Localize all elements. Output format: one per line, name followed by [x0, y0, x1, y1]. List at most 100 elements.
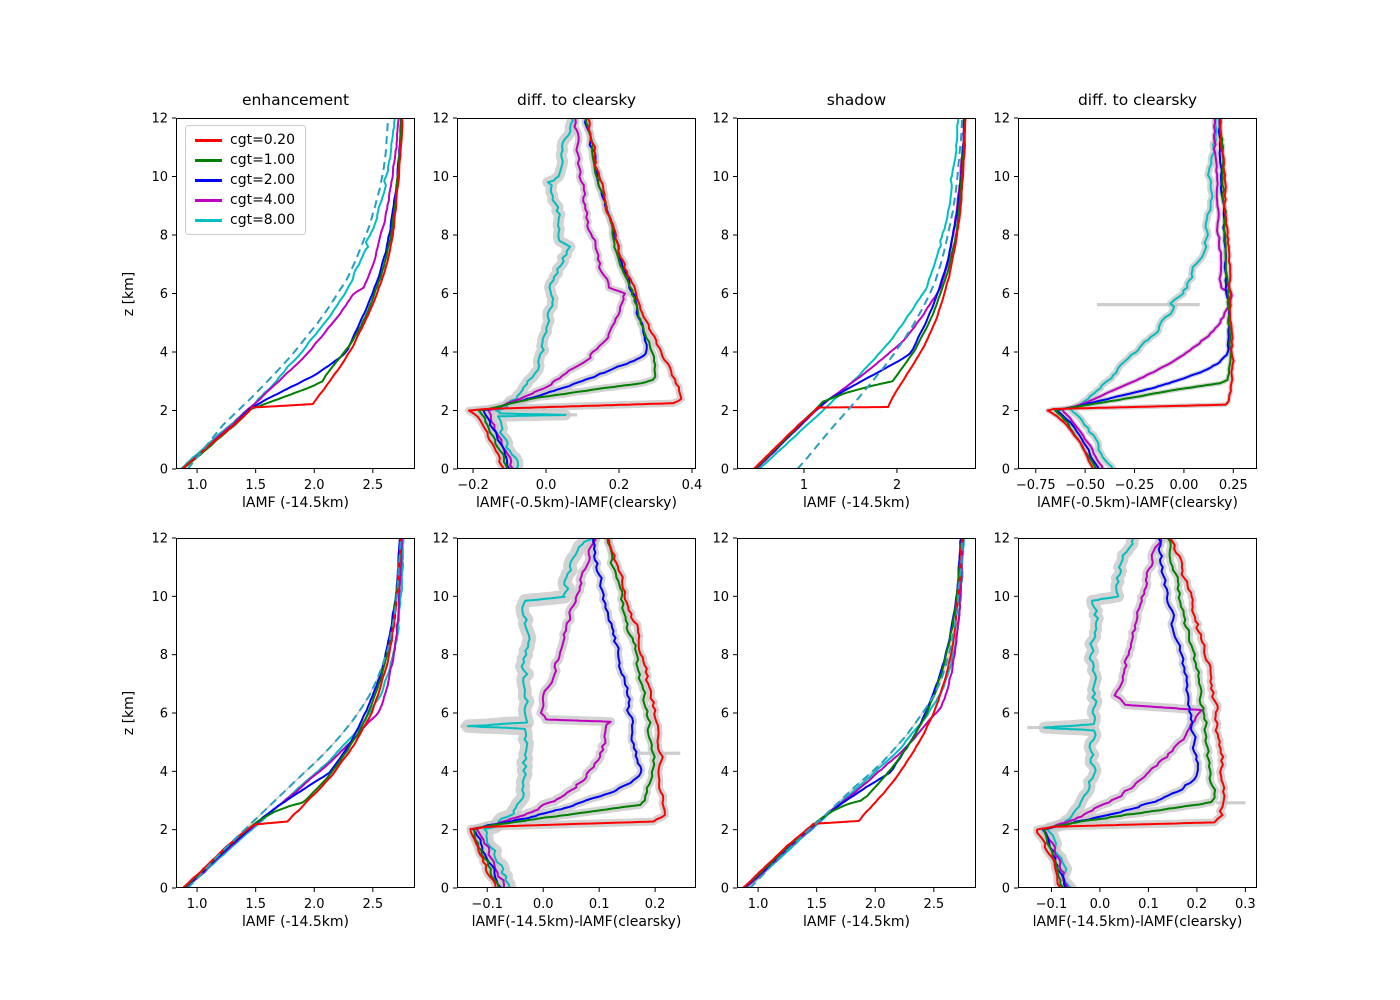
series-line-cgt=1.00	[182, 538, 402, 888]
subplot-shadow-bottom: lAMF (-14.5km) 1.0 1.5 2.0 2.5 0 2 4 6 8 10 12	[712, 532, 976, 930]
series-group	[465, 118, 685, 469]
x-axis-label: lAMF(-14.5km)-lAMF(clearsky)	[471, 914, 682, 930]
subplot-enhancement-top: enhancement z [km] lAMF (-14.5km) 1.0 1.5…	[121, 91, 415, 511]
x-tick-label: 1.5	[245, 897, 266, 912]
y-tick-label: 10	[432, 590, 449, 605]
y-tick-label: 8	[721, 648, 729, 663]
x-tick-label: 0.0	[1090, 897, 1111, 912]
y-tick-label: 0	[441, 882, 449, 897]
axes-frame	[457, 538, 696, 888]
x-tick-label: −0.1	[471, 897, 503, 912]
series-group	[742, 538, 966, 888]
legend-item: cgt=1.00	[195, 152, 295, 168]
y-tick-label: 0	[160, 882, 168, 897]
y-tick-label: 8	[721, 229, 729, 244]
plot-area: −0.2 0.0 0.2 0.4 0 2 4 6 8 10 12	[432, 112, 702, 494]
legend-label: cgt=4.00	[230, 192, 295, 208]
y-tick-label: 10	[151, 590, 168, 605]
series-line-cgt=0.20	[467, 118, 683, 469]
series-line-cgt=2.00	[754, 118, 965, 469]
y-tick-label: 10	[993, 170, 1010, 185]
series-line-cgt=8.00	[1069, 118, 1218, 469]
legend-item: cgt=8.00	[195, 212, 295, 228]
x-axis-label: lAMF(-14.5km)-lAMF(clearsky)	[1032, 914, 1243, 930]
y-tick-label: 0	[441, 463, 449, 478]
error-band	[745, 538, 966, 888]
x-tick-label: 0.2	[609, 478, 630, 493]
y-tick-label: 2	[721, 823, 729, 838]
y-tick-label: 8	[441, 648, 449, 663]
subplot-enhancement-bottom: z [km] lAMF (-14.5km) 1.0 1.5 2.0 2.5 0 2 4 6 8 1…	[121, 532, 415, 930]
y-tick-label: 2	[441, 404, 449, 419]
y-tick-label: 4	[1002, 346, 1010, 361]
y-tick-label: 8	[160, 229, 168, 244]
x-tick-label: −0.50	[1065, 478, 1105, 493]
x-tick-label: 1.0	[187, 478, 208, 493]
y-tick-label: 4	[160, 765, 168, 780]
y-tick-label: 2	[160, 823, 168, 838]
error-band	[749, 538, 963, 888]
axes-frame	[1018, 538, 1257, 888]
series-group	[180, 118, 404, 469]
y-tick-label: 8	[441, 229, 449, 244]
legend-line-swatch	[195, 138, 222, 142]
subplot-shadow-top: shadow lAMF (-14.5km) 1 2 0 2 4 6 8 10 12	[712, 91, 976, 511]
axes-frame	[457, 118, 696, 469]
y-tick-label: 10	[993, 590, 1010, 605]
y-axis-label: z [km]	[121, 271, 137, 316]
x-tick-label: 1.0	[748, 897, 769, 912]
axes-frame	[737, 538, 976, 888]
y-tick-label: 12	[432, 532, 449, 547]
legend-label: cgt=0.20	[230, 132, 295, 148]
y-tick-label: 12	[993, 112, 1010, 127]
y-tick-label: 6	[441, 287, 449, 302]
y-tick-label: 4	[721, 765, 729, 780]
y-tick-label: 0	[721, 463, 729, 478]
y-tick-label: 4	[441, 346, 449, 361]
x-tick-label: −0.1	[1036, 897, 1068, 912]
x-tick-label: 1.0	[187, 897, 208, 912]
series-line-cgt=4.00	[744, 538, 965, 888]
x-tick-label: −0.75	[1016, 478, 1056, 493]
x-tick-label: 2.5	[362, 897, 383, 912]
y-tick-label: 2	[721, 404, 729, 419]
y-tick-label: 8	[1002, 229, 1010, 244]
x-tick-label: 0.2	[645, 897, 666, 912]
series-line-cgt=8.00	[1043, 538, 1135, 888]
y-tick-label: 6	[1002, 287, 1010, 302]
x-tick-label: 2.0	[304, 478, 325, 493]
y-tick-label: 6	[721, 707, 729, 722]
series-line-clearsky	[186, 118, 390, 469]
series-group	[1027, 538, 1246, 888]
legend: cgt=0.20 cgt=1.00 cgt=2.00 cgt=4.00 cgt=…	[185, 125, 306, 235]
subplot-diff-clearsky-top-left: diff. to clearsky lAMF(-0.5km)-lAMF(clea…	[432, 91, 702, 511]
series-group	[1045, 118, 1236, 469]
series-line-clearsky	[186, 538, 402, 888]
plot-area: 1.0 1.5 2.0 2.5 0 2 4 6 8 10 12	[712, 532, 976, 912]
series-line-cgt=0.20	[1036, 538, 1226, 888]
series-line-clearsky	[796, 118, 964, 469]
axes-frame	[1018, 118, 1257, 469]
axes-frame	[737, 118, 976, 469]
x-axis-label: lAMF (-14.5km)	[803, 495, 910, 511]
subplot-diff-clearsky-bottom-left: lAMF(-14.5km)-lAMF(clearsky) −0.1 0.0 0.1 0…	[432, 532, 696, 930]
x-tick-label: 1.5	[806, 897, 827, 912]
y-tick-label: 0	[1002, 882, 1010, 897]
x-tick-label: 1.5	[245, 478, 266, 493]
legend-item: cgt=0.20	[195, 132, 295, 148]
y-tick-label: 4	[160, 346, 168, 361]
x-tick-label: 0.1	[589, 897, 610, 912]
y-tick-label: 10	[712, 170, 729, 185]
y-tick-label: 12	[712, 532, 729, 547]
y-tick-label: 0	[721, 882, 729, 897]
plot-area: −0.1 0.0 0.1 0.2 0.3 0 2 4 6 8 10 12	[993, 532, 1257, 912]
subplot-title: diff. to clearsky	[516, 91, 637, 109]
y-tick-label: 2	[1002, 404, 1010, 419]
x-tick-label: 2	[893, 478, 901, 493]
subplot-title: diff. to clearsky	[1077, 91, 1198, 109]
axes-frame	[176, 118, 415, 469]
series-line-cgt=8.00	[467, 538, 595, 888]
series-line-cgt=4.00	[755, 118, 966, 469]
x-axis-label: lAMF (-14.5km)	[803, 914, 910, 930]
